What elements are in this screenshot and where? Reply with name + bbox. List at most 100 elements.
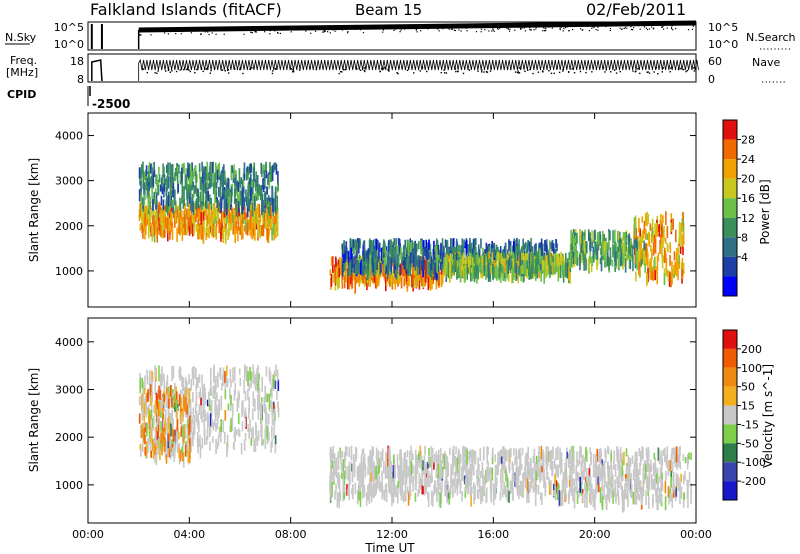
echo-cell [201, 437, 204, 449]
echo-cell [621, 251, 623, 266]
nave-point [292, 70, 295, 73]
echo-cell [624, 243, 627, 255]
echo-cell [340, 262, 343, 273]
echo-cell [189, 399, 192, 411]
noise-point [643, 23, 645, 26]
echo-cell [275, 364, 277, 377]
echo-cell [674, 261, 676, 276]
echo-cell [205, 206, 208, 221]
echo-cell [604, 257, 606, 268]
echo-cell [608, 242, 610, 250]
echo-cell [392, 490, 395, 500]
echo-cell [459, 454, 462, 464]
echo-cell [556, 446, 559, 460]
echo-cell [479, 264, 482, 273]
nave-point [693, 70, 696, 72]
echo-cell [269, 371, 272, 382]
echo-cell [215, 166, 218, 181]
echo-cell [143, 183, 145, 195]
nave-point [186, 68, 188, 71]
echo-cell [333, 453, 335, 465]
echo-cell [657, 225, 660, 232]
echo-cell [489, 478, 492, 488]
echo-cell [477, 267, 479, 279]
colorbar-swatch [723, 276, 737, 296]
echo-cell [258, 208, 261, 218]
echo-cell [151, 370, 153, 381]
echo-cell [569, 449, 571, 465]
noise-point [393, 29, 395, 32]
nave-point [196, 68, 198, 71]
echo-cell [156, 226, 159, 243]
echo-cell [341, 276, 343, 284]
echo-cell [635, 237, 638, 252]
echo-cell [633, 225, 635, 239]
echo-cell [671, 493, 674, 508]
noise-point [217, 30, 219, 32]
echo-cell [364, 252, 366, 261]
colorbar-tick-label: 4 [741, 251, 748, 264]
echo-cell [148, 196, 151, 212]
echo-cell [262, 214, 264, 224]
noise-point [175, 32, 177, 35]
echo-cell [268, 209, 270, 221]
echo-cell [452, 445, 455, 459]
echo-cell [263, 164, 265, 174]
echo-cell [578, 451, 581, 465]
echo-cell [651, 271, 654, 280]
echo-cell [605, 249, 608, 263]
echo-cell [608, 258, 610, 271]
echo-cell [408, 270, 411, 287]
echo-cell [354, 239, 357, 250]
echo-cell [234, 382, 237, 395]
noise-point [514, 29, 516, 31]
echo-cell [239, 226, 241, 235]
echo-cell [587, 258, 590, 270]
echo-cell [653, 259, 655, 272]
echo-cell [500, 483, 503, 490]
noise-point [691, 28, 694, 30]
echo-cell [473, 488, 475, 505]
echo-cell [547, 265, 549, 273]
nave-point [653, 71, 655, 73]
echo-cell [633, 240, 635, 250]
echo-cell [271, 227, 273, 241]
echo-cell [510, 260, 513, 270]
echo-cell [231, 415, 234, 432]
echo-cell [523, 256, 525, 264]
noise-point [420, 30, 422, 32]
echo-cell [268, 174, 271, 189]
echo-cell [585, 245, 587, 253]
echo-cell [233, 366, 236, 382]
echo-cell [193, 212, 196, 227]
echo-cell [208, 391, 210, 405]
noise-point [559, 28, 561, 31]
echo-cell [175, 200, 177, 213]
echo-cell [203, 383, 206, 400]
nave-point [419, 70, 421, 72]
echo-cell [359, 466, 362, 476]
echo-cell [389, 450, 391, 465]
echo-cell [557, 482, 560, 490]
noise-point [438, 30, 440, 32]
echo-cell [157, 184, 160, 195]
echo-cell [140, 203, 143, 220]
echo-cell [434, 245, 436, 252]
colorbar-swatch [723, 198, 737, 218]
noise-point [442, 28, 444, 30]
echo-cell [352, 239, 355, 248]
noise-panel: N.Sky 10^5 10^0 10^5 10^0 N.Search [5, 20, 796, 51]
echo-cell [422, 264, 424, 278]
echo-cell [272, 215, 275, 223]
echo-cell [384, 464, 387, 479]
echo-cell [494, 464, 497, 480]
echo-cell [538, 253, 540, 268]
echo-cell [193, 188, 195, 198]
echo-cell [617, 449, 620, 462]
echo-cell [212, 213, 214, 223]
echo-cell [435, 451, 438, 463]
echo-cell [277, 181, 279, 192]
echo-cell [228, 195, 231, 210]
echo-cell [158, 365, 160, 382]
echo-cell [643, 220, 646, 234]
